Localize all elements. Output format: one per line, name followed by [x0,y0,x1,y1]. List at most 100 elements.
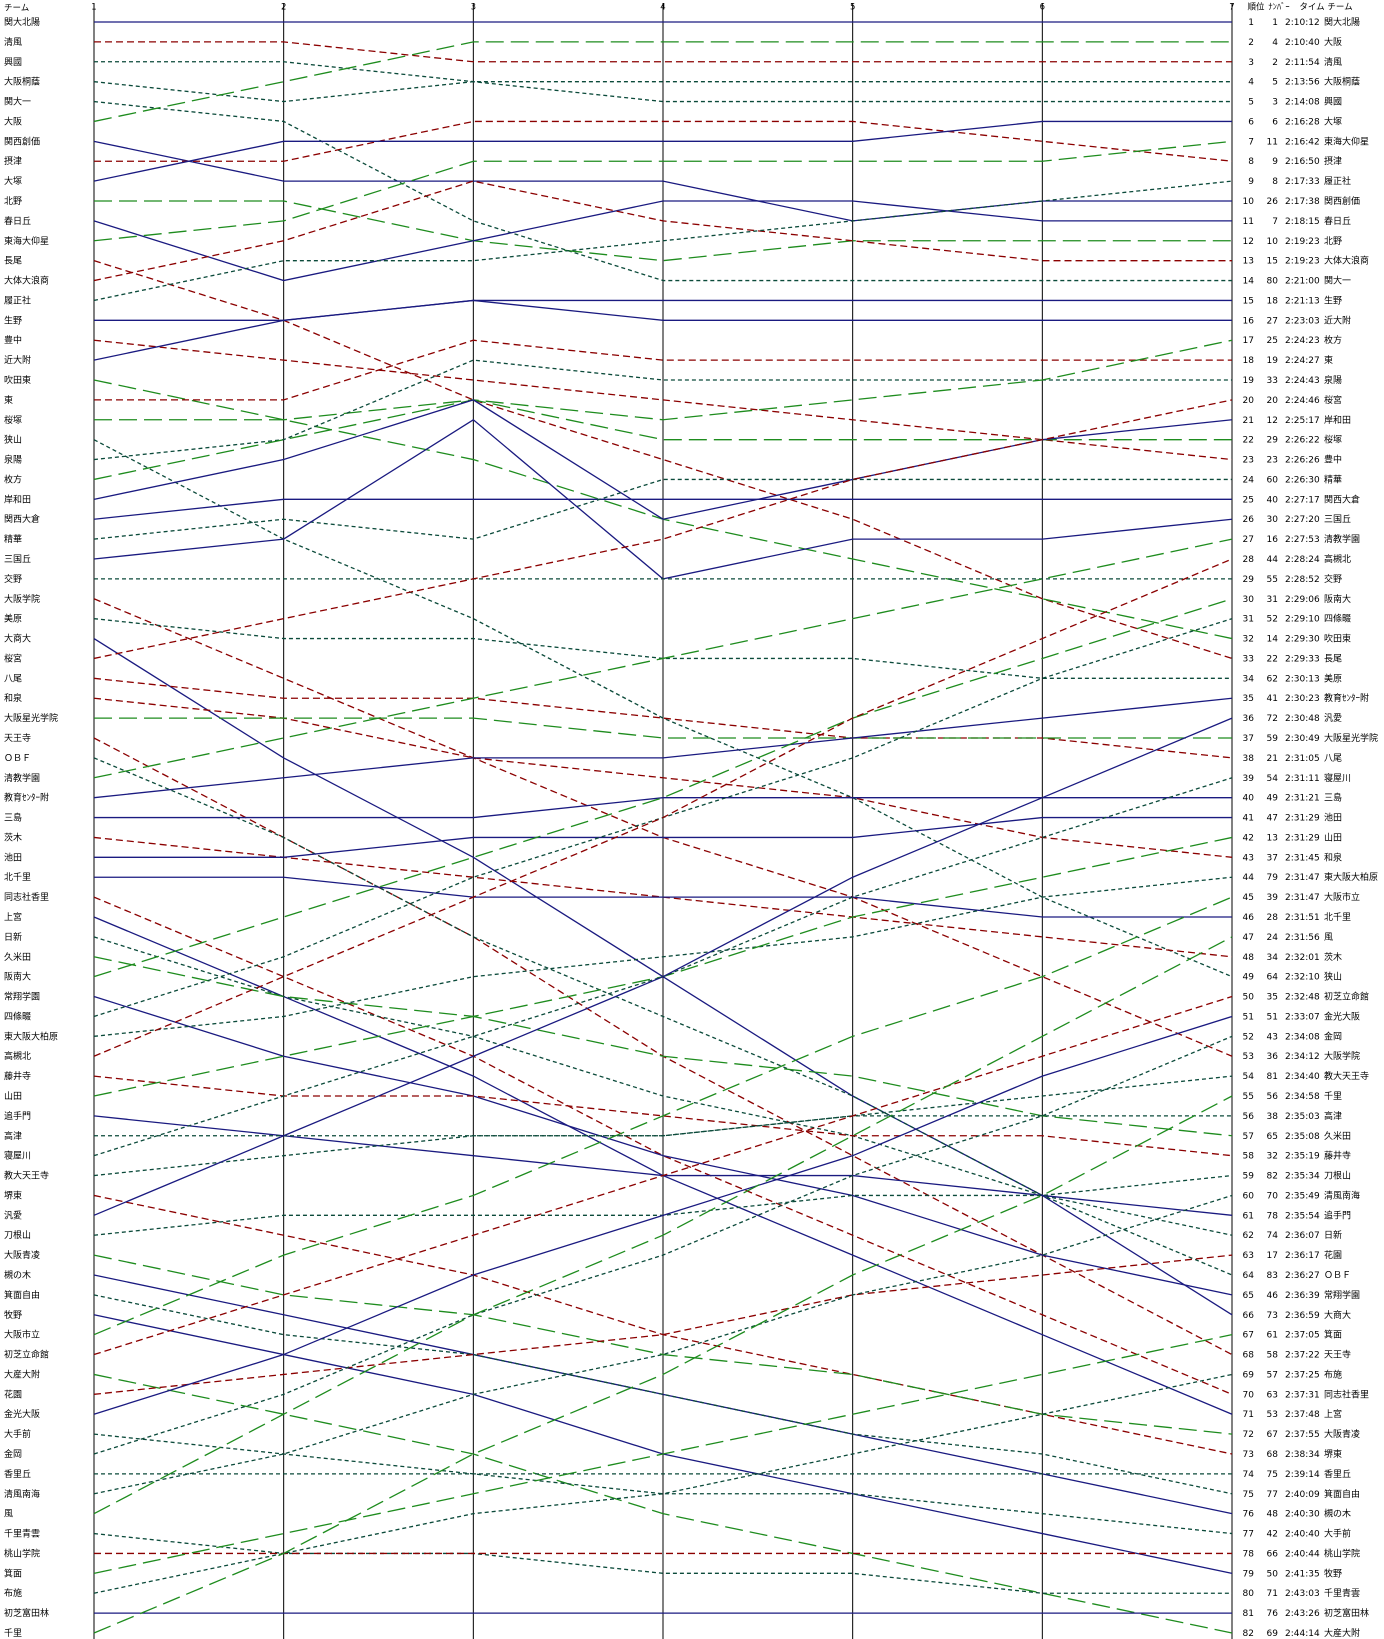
result-team: 久米田 [1324,1130,1351,1142]
result-bib: 9 [1272,157,1278,167]
rank-line [93,936,1233,1236]
rank-line [93,1254,1233,1435]
result-team: ＯＢＦ [1324,1271,1351,1281]
result-time: 2:31:47 [1285,873,1320,883]
result-team: 高津 [1324,1110,1342,1122]
result-time: 2:17:33 [1285,177,1320,187]
rank-line [93,956,1233,1137]
result-bib: 34 [1267,953,1279,963]
result-rank: 12 [1243,237,1254,247]
result-time: 2:16:50 [1285,157,1320,167]
result-team: 清風南海 [1324,1189,1360,1201]
team-label: 大阪学院 [4,593,40,605]
result-bib: 23 [1267,456,1278,466]
rank-line [93,1035,1233,1455]
team-label: 千里青雲 [4,1528,40,1540]
result-bib: 12 [1267,416,1278,426]
result-bib: 58 [1267,1351,1279,1361]
result-team: 上宮 [1324,1408,1342,1420]
result-team: 四條畷 [1324,613,1351,625]
result-team: 金光大阪 [1324,1010,1360,1022]
team-label: 東海大仰星 [4,235,49,247]
result-rank: 38 [1243,754,1255,764]
result-time: 2:31:11 [1285,774,1320,784]
result-bib: 59 [1267,734,1279,744]
result-time: 2:35:34 [1285,1172,1320,1182]
result-time: 2:36:07 [1285,1231,1320,1241]
result-bib: 10 [1267,237,1279,247]
result-bib: 2 [1272,58,1278,68]
result-bib: 55 [1267,575,1278,585]
rank-line [93,339,1233,461]
result-rank: 81 [1243,1609,1254,1619]
result-time: 2:35:19 [1285,1152,1320,1162]
result-time: 2:31:29 [1285,833,1320,843]
result-time: 2:36:17 [1285,1251,1320,1261]
result-team: 初芝立命館 [1324,991,1369,1003]
rank-line [94,61,1232,103]
result-team: 摂津 [1324,155,1342,167]
team-label: 桜宮 [4,652,22,664]
result-time: 2:30:13 [1285,674,1320,684]
team-label: 金光大阪 [4,1408,40,1420]
result-rank: 76 [1243,1510,1255,1520]
result-rank: 44 [1243,873,1255,883]
result-team: 東 [1324,354,1333,366]
result-team: 阪南大 [1324,593,1351,605]
team-label: 履正社 [4,294,31,306]
rank-line [93,697,1233,799]
result-bib: 73 [1267,1311,1278,1321]
result-rank: 58 [1243,1152,1255,1162]
result-team: 常翔学園 [1324,1289,1360,1301]
team-label: 大塚 [4,175,22,187]
result-bib: 39 [1267,893,1279,903]
result-team: 春日丘 [1324,215,1351,227]
result-time: 2:30:23 [1285,694,1320,704]
result-time: 2:27:17 [1285,495,1320,505]
result-rank: 1 [1248,18,1254,28]
rank-line [93,1254,1233,1395]
result-team: 東大阪大柏原 [1324,871,1378,883]
result-team: 北千里 [1324,912,1351,923]
result-rank: 36 [1243,714,1255,724]
team-label: 上宮 [4,911,22,923]
result-time: 2:26:22 [1285,436,1320,446]
result-team: 岸和田 [1324,415,1351,426]
rank-line [93,717,1233,1216]
team-label: 大阪 [4,115,22,127]
team-label: 吹田東 [4,374,31,386]
result-team: 生野 [1324,294,1342,306]
result-team: 桜宮 [1324,394,1342,406]
team-label: 大手前 [4,1428,31,1440]
result-bib: 81 [1267,1072,1278,1082]
rank-line [94,339,1232,401]
result-bib: 63 [1267,1390,1278,1400]
team-label: 岸和田 [4,494,31,505]
result-rank: 16 [1243,316,1255,326]
result-rank: 6 [1248,117,1254,127]
result-bib: 66 [1267,1549,1279,1559]
team-label: 茨木 [4,831,22,843]
team-label: 初芝立命館 [4,1349,49,1361]
team-label: 追手門 [4,1110,31,1122]
result-team: 大塚 [1324,115,1342,127]
team-label: 初芝富田林 [4,1607,49,1619]
team-label: 久米田 [4,951,31,963]
result-bib: 33 [1267,376,1278,386]
result-team: 金岡 [1324,1030,1342,1042]
result-time: 2:16:28 [1285,117,1320,127]
team-label: 精華 [4,533,22,545]
result-team: 茨木 [1324,951,1342,963]
result-team: 大阪星光学院 [1324,732,1378,744]
result-time: 2:31:05 [1285,754,1320,764]
result-bib: 80 [1267,277,1279,287]
team-label: 天王寺 [4,733,31,744]
result-rank: 72 [1243,1430,1254,1440]
result-bib: 70 [1267,1191,1279,1201]
result-rank: 43 [1243,853,1254,863]
result-rank: 62 [1243,1231,1254,1241]
team-label: 狭山 [4,434,22,446]
result-rank: 77 [1243,1530,1254,1540]
team-label: 花園 [4,1388,22,1400]
rank-line [93,498,1232,520]
